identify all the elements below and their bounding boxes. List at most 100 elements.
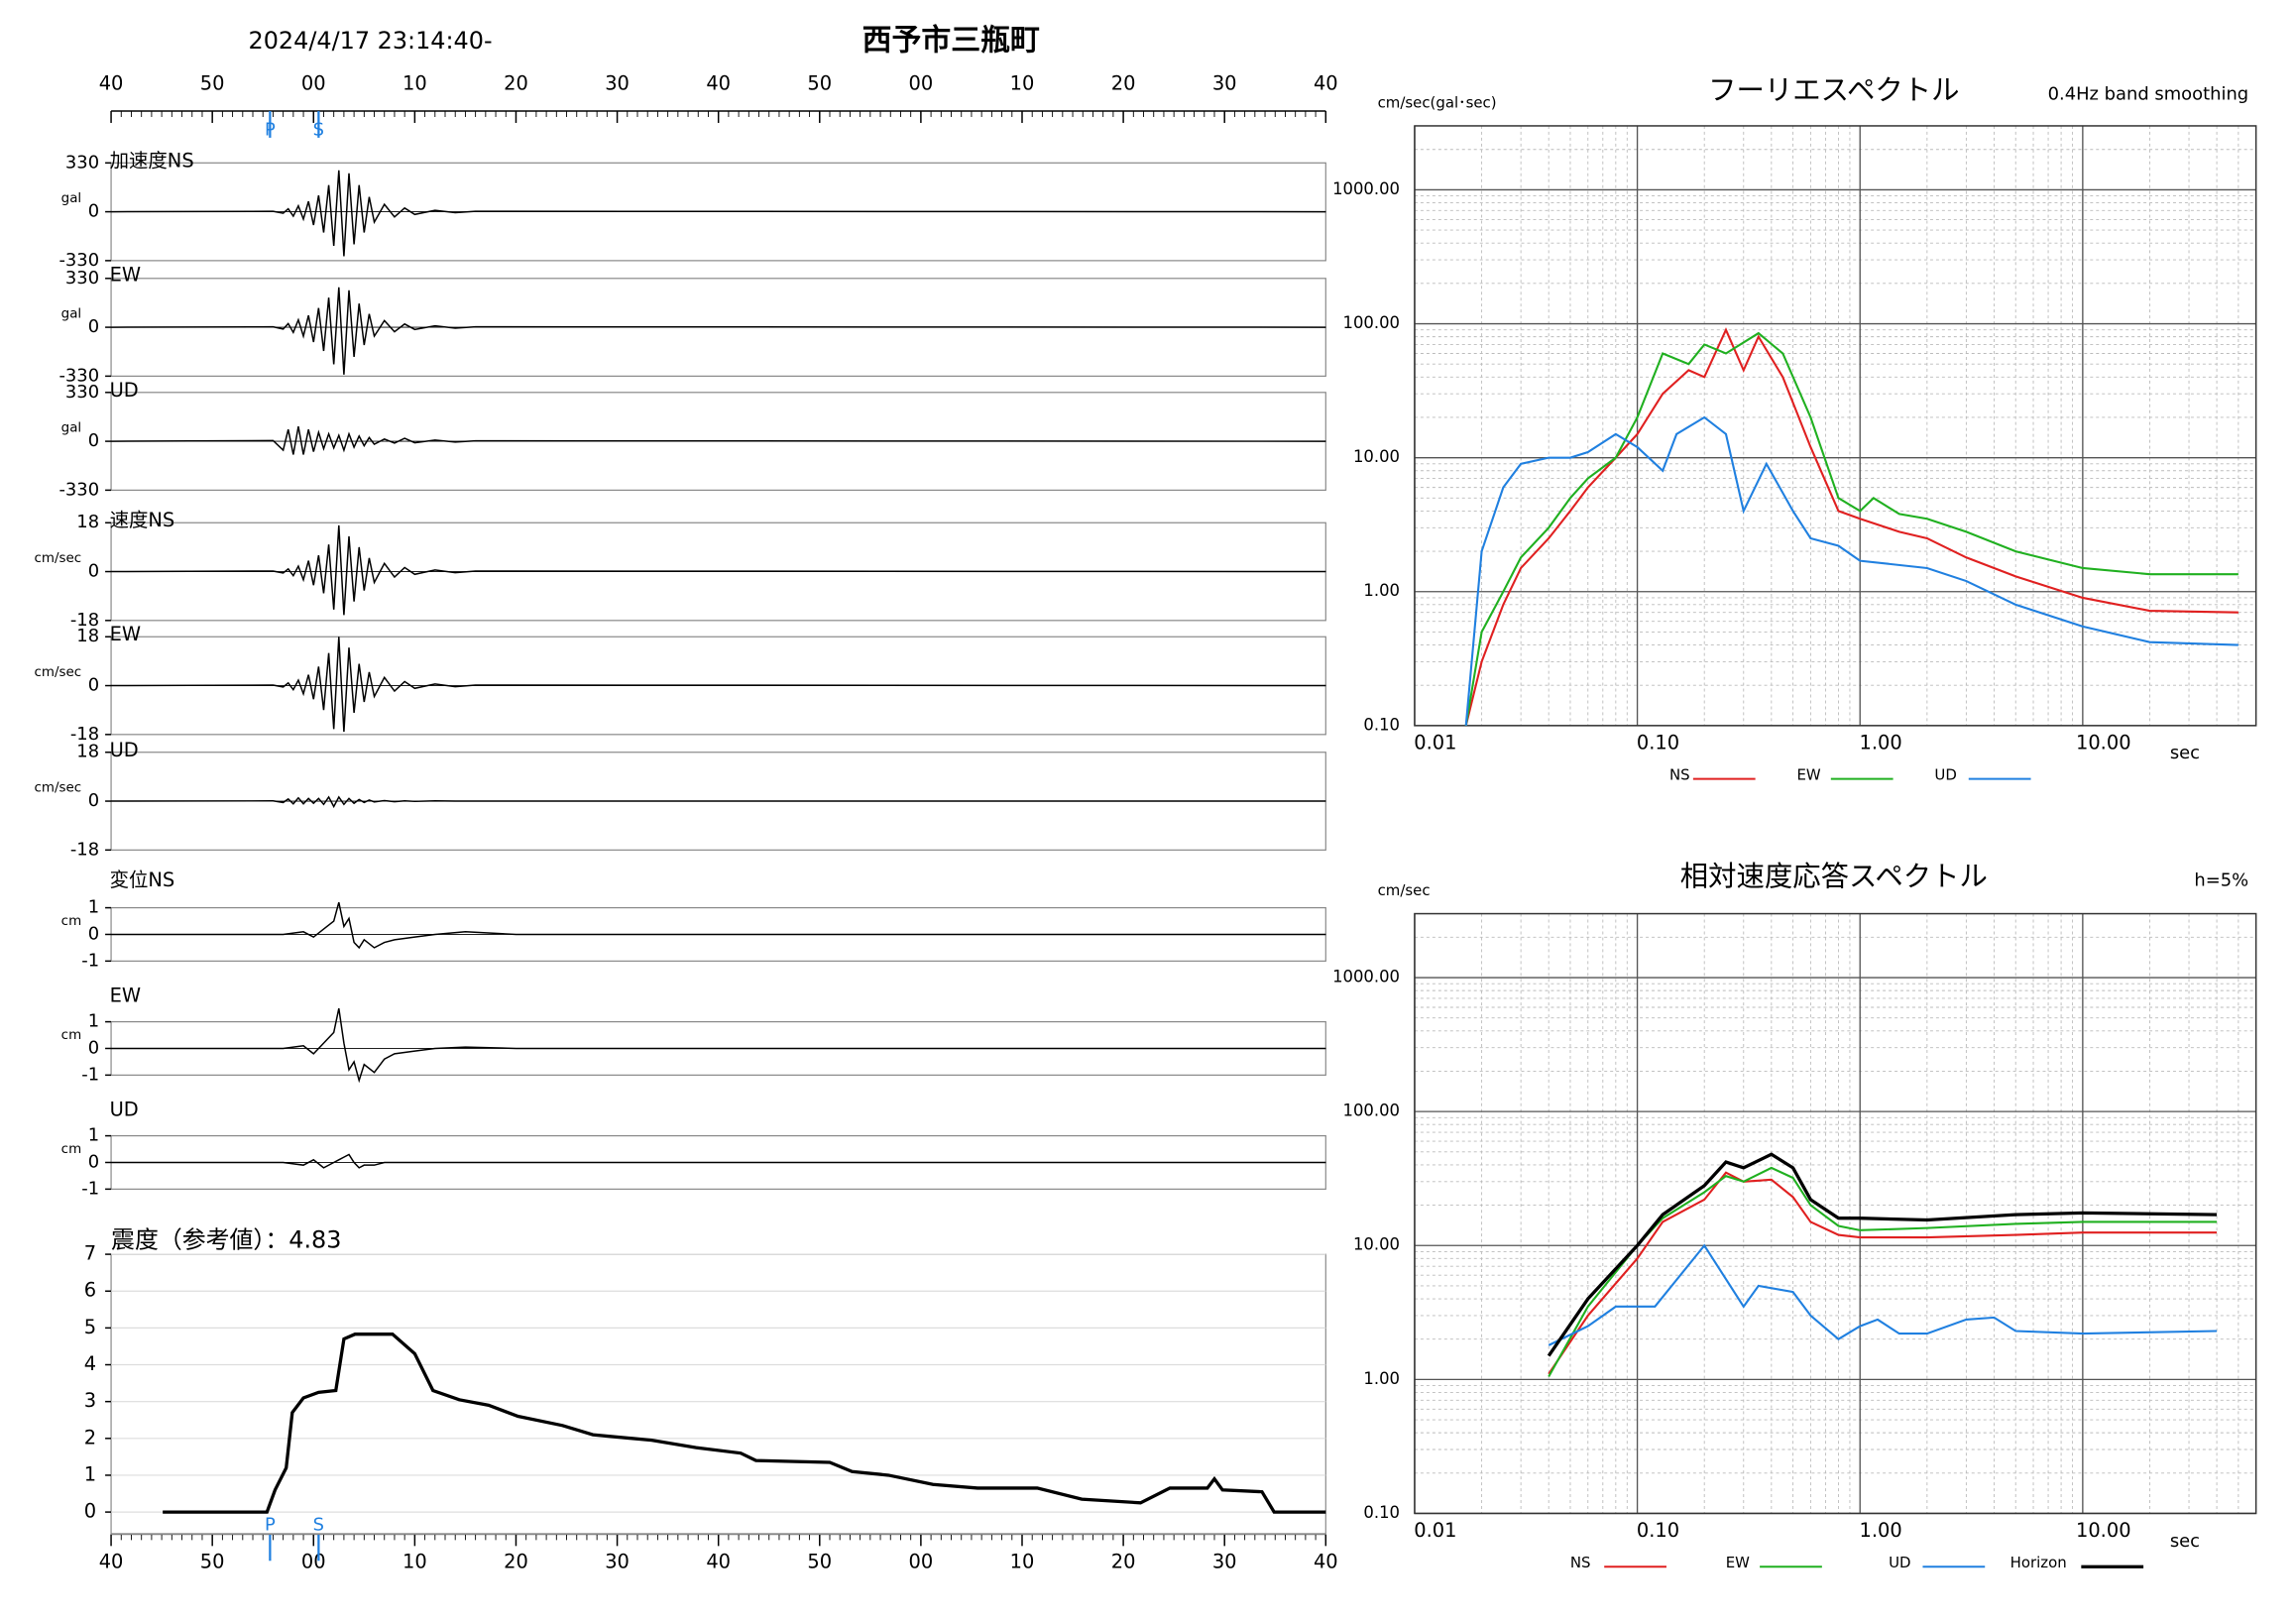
time-tick-label: 00 — [301, 72, 326, 95]
waveform — [111, 1153, 1326, 1169]
spectrum-subtitle: 0.4Hz band smoothing — [2048, 84, 2249, 105]
y-tick-label: 0 — [88, 923, 99, 944]
y-tick-label: 0 — [88, 790, 99, 811]
y-tick-label: 10.00 — [1353, 1235, 1400, 1254]
x-tick-label: 0.01 — [1414, 731, 1456, 754]
y-tick-label: 1 — [88, 897, 99, 918]
y-tick-label: -1 — [81, 1064, 99, 1085]
spectrum-line — [1547, 1152, 2218, 1357]
x-tick-label: 0.10 — [1637, 1519, 1679, 1542]
spectrum-line — [1464, 327, 2239, 727]
y-tick-label: 1 — [84, 1462, 96, 1485]
unit-label: cm — [61, 914, 81, 929]
y-tick-label: 1000.00 — [1332, 179, 1400, 198]
time-tick-label: 20 — [1111, 72, 1136, 95]
x-tick-label: 1.00 — [1860, 731, 1902, 754]
unit-label: cm/sec — [34, 665, 81, 680]
x-axis-label: sec — [2170, 743, 2200, 763]
y-tick-label: -1 — [81, 950, 99, 971]
channel-label: 加速度NS — [110, 149, 194, 172]
y-tick-label: 330 — [65, 268, 99, 289]
channel-label: EW — [110, 263, 141, 286]
time-tick-label: 10 — [402, 1550, 427, 1572]
waveform — [111, 1007, 1326, 1084]
phase-label: S — [313, 1514, 324, 1535]
y-tick-label: 1 — [88, 1011, 99, 1032]
waveform — [111, 637, 1326, 733]
y-tick-label: -18 — [70, 839, 99, 860]
legend-label: EW — [1726, 1554, 1750, 1571]
y-tick-label: 0 — [88, 675, 99, 696]
time-tick-label: 30 — [1212, 72, 1237, 95]
station-title: 西予市三瓶町 — [862, 23, 1040, 58]
y-tick-label: 0.10 — [1363, 715, 1400, 734]
y-tick-label: 330 — [65, 152, 99, 173]
y-tick-label: -1 — [81, 1178, 99, 1199]
y-tick-label: 18 — [76, 742, 99, 762]
time-tick-label: 50 — [807, 72, 832, 95]
x-tick-label: 0.01 — [1414, 1519, 1456, 1542]
y-axis-label: cm/sec(gal･sec) — [1378, 94, 1497, 112]
intensity-title: 震度（参考値）：4.83 — [111, 1226, 341, 1254]
y-tick-label: 10.00 — [1353, 447, 1400, 466]
x-tick-label: 10.00 — [2076, 731, 2131, 754]
y-tick-label: 0 — [88, 201, 99, 222]
x-tick-label: 1.00 — [1860, 1519, 1902, 1542]
time-tick-label: 20 — [504, 72, 528, 95]
time-tick-label: 40 — [1314, 1550, 1338, 1572]
x-axis-label: sec — [2170, 1531, 2200, 1552]
y-tick-label: 6 — [84, 1279, 96, 1302]
y-tick-label: 330 — [65, 382, 99, 403]
channel-label: UD — [110, 1099, 139, 1121]
spectrum-line — [1464, 331, 2239, 727]
y-tick-label: 18 — [76, 626, 99, 646]
y-tick-label: 0 — [88, 430, 99, 451]
spectrum-line — [1548, 1243, 2218, 1346]
time-tick-label: 30 — [605, 1550, 630, 1572]
spectrum-line — [1548, 1171, 2218, 1375]
y-tick-label: 4 — [84, 1352, 96, 1375]
unit-label: cm — [61, 1028, 81, 1043]
y-tick-label: 1.00 — [1363, 581, 1400, 600]
legend-label: Horizon — [2010, 1554, 2067, 1571]
time-tick-label: 20 — [504, 1550, 528, 1572]
y-axis-label: cm/sec — [1378, 881, 1431, 899]
unit-label: gal — [61, 307, 82, 322]
time-tick-label: 40 — [706, 72, 731, 95]
spectrum-line — [1464, 415, 2239, 726]
y-tick-label: -330 — [58, 365, 99, 386]
y-tick-label: 100.00 — [1343, 1101, 1400, 1120]
time-tick-label: 10 — [1010, 1550, 1035, 1572]
time-tick-label: 40 — [1314, 72, 1338, 95]
phase-label: P — [265, 1514, 276, 1535]
y-tick-label: 0.10 — [1363, 1503, 1400, 1522]
plot-frame — [1414, 125, 2257, 727]
time-tick-label: 40 — [99, 1550, 124, 1572]
y-tick-label: 7 — [84, 1242, 96, 1265]
y-tick-label: 1000.00 — [1332, 968, 1400, 986]
waveform — [111, 902, 1326, 950]
y-tick-label: 0 — [88, 1151, 99, 1172]
y-tick-label: 100.00 — [1343, 313, 1400, 332]
waveform — [111, 426, 1326, 455]
channel-label: 変位NS — [110, 869, 175, 891]
spectrum-line — [1548, 1166, 2218, 1378]
y-tick-label: 1.00 — [1363, 1369, 1400, 1388]
time-tick-label: 10 — [402, 72, 427, 95]
time-tick-label: 00 — [909, 72, 934, 95]
datetime: 2024/4/17 23:14:40- — [249, 27, 493, 55]
unit-label: cm/sec — [34, 551, 81, 566]
legend-label: UD — [1934, 766, 1956, 784]
channel-label: UD — [110, 379, 139, 402]
channel-label: EW — [110, 623, 141, 645]
time-tick-label: 40 — [99, 72, 124, 95]
time-tick-label: 30 — [1212, 1550, 1237, 1572]
waveform — [111, 287, 1326, 375]
y-tick-label: 3 — [84, 1389, 96, 1412]
time-tick-label: 30 — [605, 72, 630, 95]
y-tick-label: 0 — [84, 1500, 96, 1523]
intensity-frame — [110, 1253, 1326, 1535]
legend-label: NS — [1669, 766, 1690, 784]
time-tick-label: 00 — [301, 1550, 326, 1572]
